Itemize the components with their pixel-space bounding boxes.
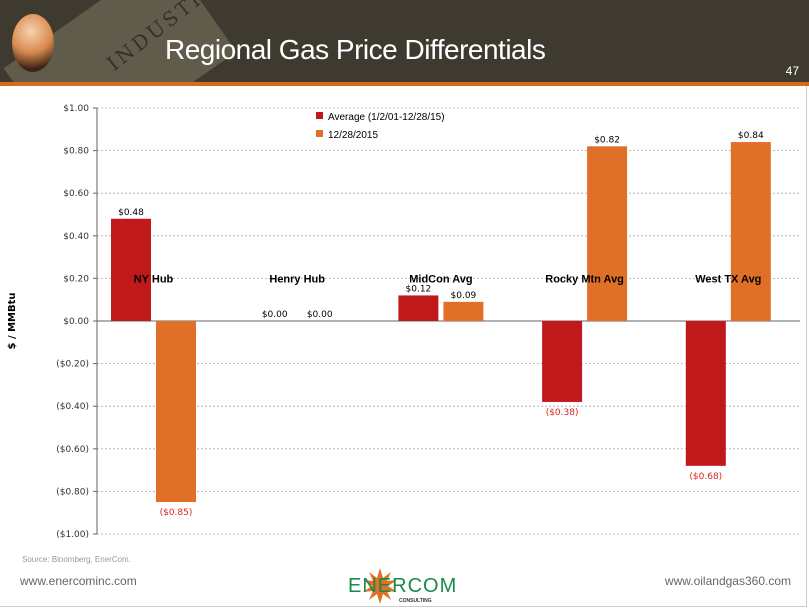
source-note: Source: Bloomberg, EnerCom. bbox=[22, 555, 131, 564]
category-label: NY Hub bbox=[134, 273, 174, 285]
bar-chart: $1.00 $0.80 $0.60 $0.40 $0.20 $0.00 ($0.20) ($0… bbox=[7, 104, 800, 540]
data-label: $0.09 bbox=[451, 291, 477, 301]
data-label: $0.48 bbox=[118, 208, 144, 218]
svg-text:ENERCOM: ENERCOM bbox=[348, 575, 457, 597]
data-label: ($0.68) bbox=[689, 472, 722, 482]
data-label: ($0.38) bbox=[546, 408, 579, 418]
bar bbox=[685, 321, 726, 466]
y-tick-label: ($0.60) bbox=[56, 445, 89, 455]
y-tick-label: $0.20 bbox=[63, 274, 89, 284]
y-tick-label: $0.60 bbox=[63, 189, 89, 199]
slide-header: INDUSTRY Regional Gas Price Differential… bbox=[0, 0, 809, 82]
y-tick-label: ($0.40) bbox=[56, 402, 89, 412]
y-tick-label: ($0.80) bbox=[56, 487, 89, 497]
y-tick-label: $1.00 bbox=[63, 104, 89, 114]
data-label: $0.84 bbox=[738, 131, 764, 141]
data-label: $0.82 bbox=[594, 135, 620, 145]
data-label: ($0.85) bbox=[160, 508, 193, 518]
y-tick-label: $0.00 bbox=[63, 317, 89, 327]
data-label: $0.00 bbox=[262, 310, 288, 320]
y-axis-label: $ / MMBtu bbox=[7, 293, 18, 350]
legend-swatch bbox=[316, 130, 323, 137]
bar bbox=[542, 321, 583, 402]
bar bbox=[156, 321, 196, 503]
category-label: Rocky Mtn Avg bbox=[545, 273, 624, 285]
bar bbox=[111, 218, 151, 321]
legend-swatch bbox=[316, 112, 323, 119]
y-tick-label: $0.80 bbox=[63, 147, 89, 157]
bar bbox=[587, 146, 628, 321]
enercom-logo: ENERCOM CONSULTING bbox=[348, 568, 457, 604]
header-rule bbox=[0, 82, 809, 86]
svg-text:CONSULTING: CONSULTING bbox=[399, 598, 432, 604]
y-tick-label: ($0.20) bbox=[56, 360, 89, 370]
slide-title: Regional Gas Price Differentials bbox=[165, 34, 546, 65]
bar bbox=[398, 295, 439, 321]
y-tick-label: $0.40 bbox=[63, 232, 89, 242]
category-label: Henry Hub bbox=[269, 273, 325, 285]
page-number: 47 bbox=[785, 64, 799, 78]
enercom-url[interactable]: www.enercominc.com bbox=[20, 574, 137, 588]
category-label: West TX Avg bbox=[695, 273, 761, 285]
y-tick-label: ($1.00) bbox=[56, 530, 89, 540]
data-label: $0.00 bbox=[307, 310, 333, 320]
legend-label: Average (1/2/01-12/28/15) bbox=[328, 112, 445, 123]
bar bbox=[443, 301, 484, 321]
data-label: $0.12 bbox=[406, 284, 432, 294]
oilandgas360-url[interactable]: www.oilandgas360.com bbox=[664, 574, 791, 588]
category-label: MidCon Avg bbox=[409, 273, 472, 285]
legend-label: 12/28/2015 bbox=[328, 130, 378, 141]
orb-logo-icon bbox=[12, 14, 54, 72]
bar bbox=[730, 142, 771, 321]
